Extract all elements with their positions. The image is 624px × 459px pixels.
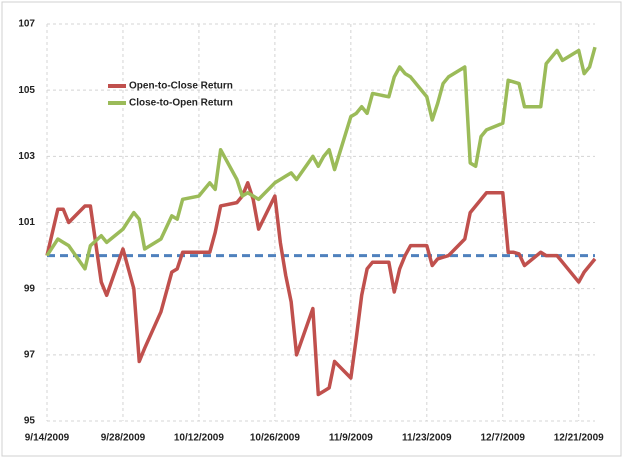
x-tick-label: 11/9/2009 bbox=[329, 433, 373, 444]
x-tick-label: 11/23/2009 bbox=[402, 433, 452, 444]
y-tick-label: 101 bbox=[18, 217, 35, 228]
x-tick-label: 9/14/2009 bbox=[25, 433, 70, 444]
x-tick-label: 12/21/2009 bbox=[554, 433, 604, 444]
legend-label: Close-to-Open Return bbox=[129, 98, 233, 109]
y-tick-label: 97 bbox=[24, 349, 36, 360]
x-tick-label: 10/26/2009 bbox=[250, 433, 300, 444]
x-tick-label: 10/12/2009 bbox=[174, 433, 224, 444]
y-tick-label: 99 bbox=[24, 283, 36, 294]
legend-label: Open-to-Close Return bbox=[129, 81, 233, 92]
y-tick-label: 105 bbox=[18, 85, 35, 96]
y-tick-label: 107 bbox=[18, 19, 35, 30]
series-line bbox=[45, 181, 597, 397]
y-tick-label: 103 bbox=[18, 151, 35, 162]
y-tick-label: 95 bbox=[24, 416, 36, 427]
x-tick-label: 9/28/2009 bbox=[101, 433, 146, 444]
x-tick-label: 12/7/2009 bbox=[481, 433, 526, 444]
series-line bbox=[45, 46, 597, 271]
